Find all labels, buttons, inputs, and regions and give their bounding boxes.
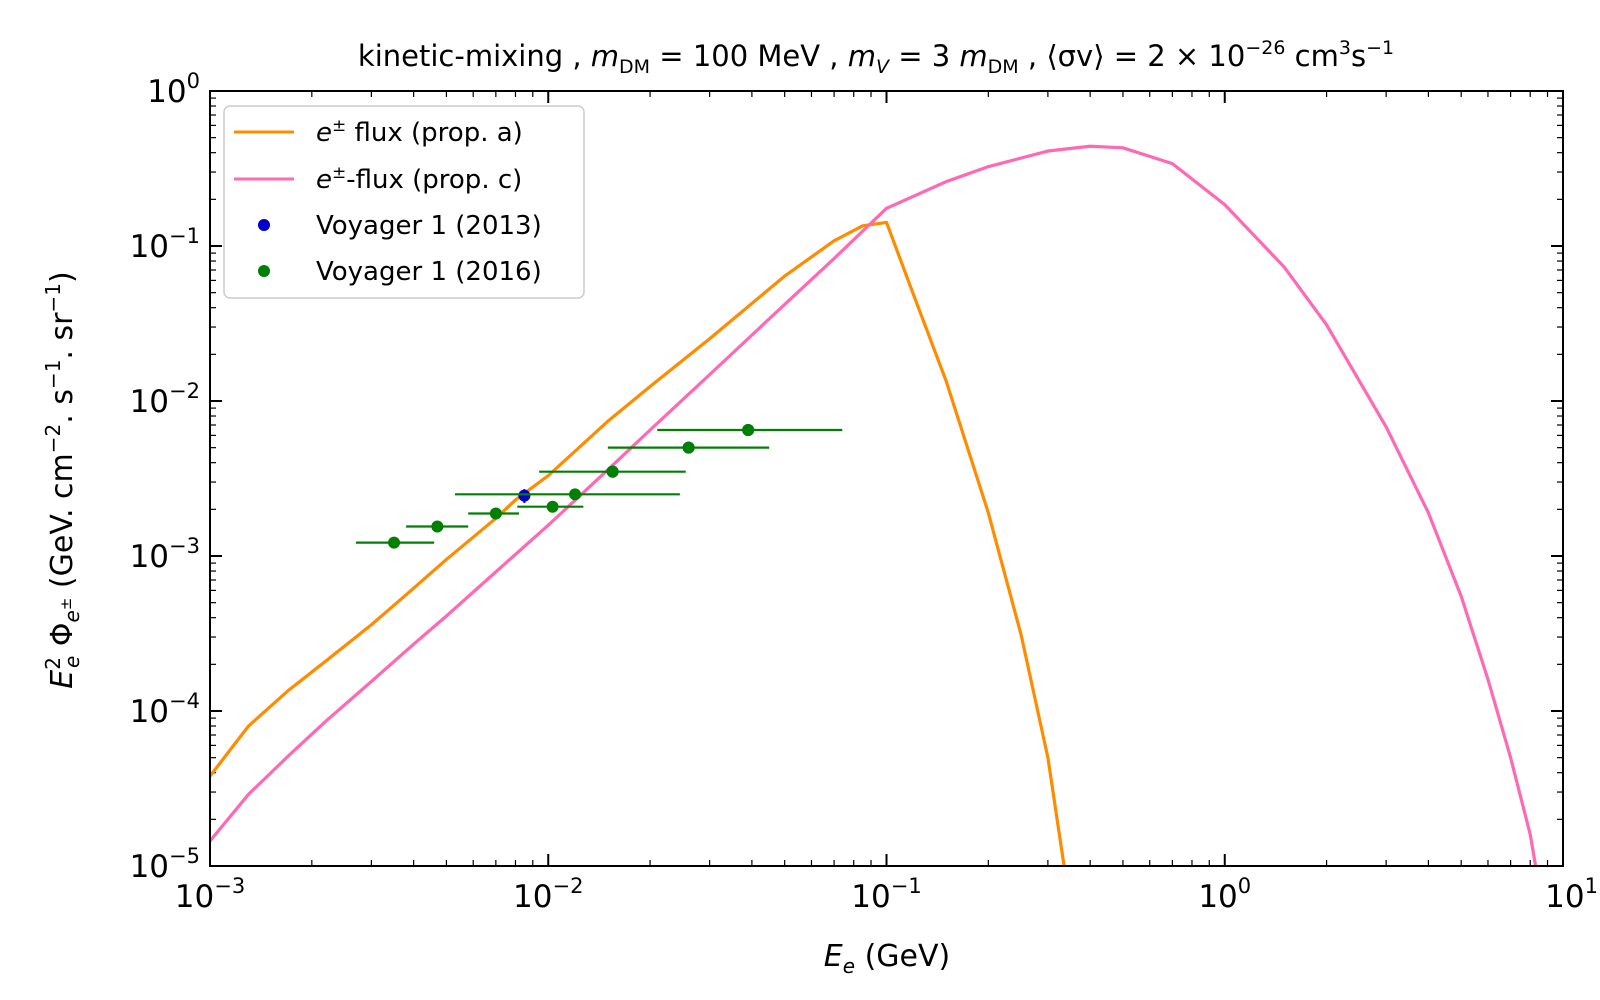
data-point bbox=[388, 536, 401, 549]
x-tick-label: 10−1 bbox=[851, 874, 921, 915]
legend-label-voyager-2016: Voyager 1 (2016) bbox=[316, 257, 542, 287]
plot-frame bbox=[209, 90, 1564, 867]
data-point bbox=[682, 441, 695, 454]
y-tick-label: 10−4 bbox=[130, 689, 200, 730]
series-line-1 bbox=[210, 144, 1538, 866]
x-tick-label: 10−3 bbox=[175, 874, 245, 915]
legend-label-prop-a: e± flux (prop. a) bbox=[316, 116, 523, 148]
y-tick-label: 10−3 bbox=[130, 534, 200, 575]
legend-label-voyager-2013: Voyager 1 (2013) bbox=[316, 211, 542, 241]
x-tick-label: 101 bbox=[1545, 874, 1598, 915]
axis-tick-labels: 10−3 10−2 10−1 100 101 10−5 10−4 10−3 10−2 10−1 10… bbox=[130, 69, 1598, 915]
y-tick-label: 10−5 bbox=[130, 844, 200, 885]
legend-marker-voyager-2016 bbox=[258, 265, 270, 277]
data-point bbox=[431, 520, 444, 533]
y-axis-label: E2e Φe± (GeV. cm−2. s−1. sr−1) bbox=[41, 271, 84, 688]
data-point bbox=[569, 488, 582, 501]
x-tick-label: 10−2 bbox=[513, 874, 583, 915]
legend-marker-voyager-2013 bbox=[258, 219, 270, 231]
y-tick-label: 10−2 bbox=[130, 379, 200, 420]
chart-title: kinetic-mixing , mDM = 100 MeV , mV = 3 … bbox=[358, 37, 1394, 78]
data-point bbox=[546, 500, 559, 513]
y-tick-label: 100 bbox=[147, 69, 200, 110]
data-point bbox=[606, 465, 619, 478]
x-axis-label: Ee (GeV) bbox=[824, 939, 950, 978]
legend-box bbox=[223, 105, 585, 299]
data-point bbox=[518, 489, 531, 502]
data-point bbox=[742, 423, 755, 436]
legend: e± flux (prop. a) e±-flux (prop. c) Voya… bbox=[223, 105, 585, 299]
series-line-0 bbox=[210, 220, 1066, 866]
y-tick-label: 10−1 bbox=[130, 224, 200, 265]
x-tick-label: 100 bbox=[1198, 874, 1251, 915]
data-point bbox=[489, 507, 502, 520]
plot-area bbox=[210, 144, 1538, 866]
legend-label-prop-c: e±-flux (prop. c) bbox=[316, 163, 522, 195]
